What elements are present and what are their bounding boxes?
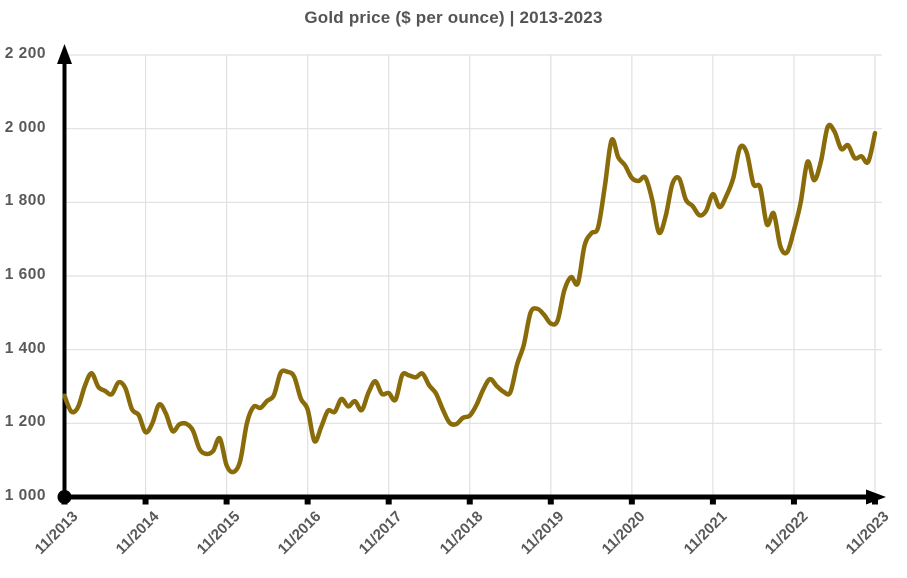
y-axis-label: 1 000: [4, 487, 46, 504]
x-axis-tick: [385, 499, 392, 505]
x-axis-tick: [304, 499, 311, 505]
x-axis-arrow-icon: [866, 489, 886, 505]
x-axis-tick: [547, 499, 554, 505]
x-axis-tick: [628, 499, 635, 505]
x-axis-tick: [466, 499, 473, 505]
x-axis-tick: [142, 499, 149, 505]
y-axis-label: 1 600: [4, 266, 46, 283]
y-axis-label: 2 200: [4, 45, 46, 62]
x-axis-tick: [872, 499, 878, 505]
y-axis-label: 1 400: [4, 339, 46, 357]
x-axis-tick: [790, 499, 797, 505]
y-axis-label: 2 000: [4, 118, 46, 136]
origin-dot: [57, 490, 72, 504]
x-axis-tick: [709, 499, 716, 505]
y-axis-arrow-icon: [57, 44, 72, 64]
x-axis-tick: [223, 499, 230, 505]
y-axis-label: 1 800: [4, 192, 46, 210]
chart-title: Gold price ($ per ounce) | 2013-2023: [304, 8, 603, 27]
gold-price-line: [62, 122, 878, 475]
x-axis-tick: [61, 499, 68, 505]
y-axis-label: 1 200: [4, 413, 46, 431]
